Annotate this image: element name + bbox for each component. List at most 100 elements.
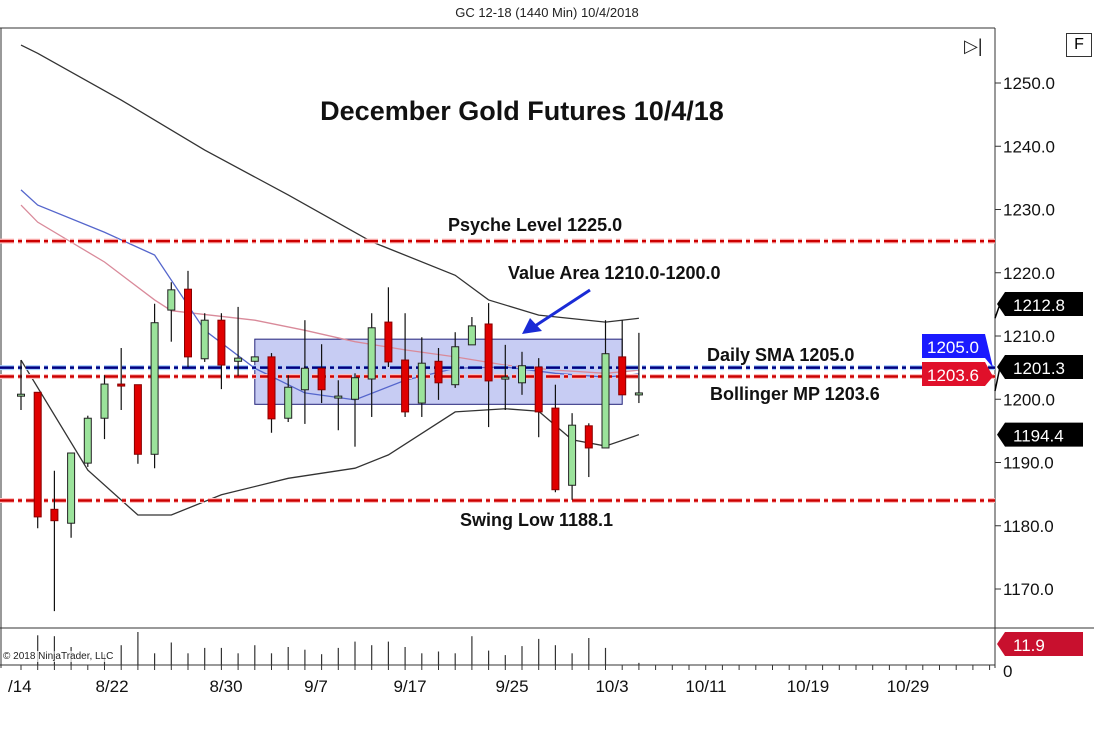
price-tag: 1194.4 bbox=[1013, 427, 1064, 446]
candle bbox=[484, 303, 493, 428]
candle-body bbox=[551, 407, 560, 491]
candle bbox=[217, 313, 226, 390]
candle-body bbox=[267, 356, 276, 420]
y-tick-label: 1250.0 bbox=[1003, 74, 1055, 93]
candle-body bbox=[300, 367, 309, 391]
y-tick-label: 1170.0 bbox=[1003, 580, 1054, 599]
psyche-level-label: Psyche Level 1225.0 bbox=[448, 215, 622, 235]
candle-body bbox=[367, 327, 376, 380]
candle bbox=[150, 303, 159, 469]
candle bbox=[167, 282, 176, 342]
volume-zero-label: 0 bbox=[1003, 662, 1012, 681]
candle bbox=[367, 313, 376, 417]
candle-body bbox=[250, 356, 259, 362]
candle-body bbox=[401, 359, 410, 413]
skip-forward-icon[interactable]: ▷| bbox=[964, 36, 983, 56]
candle-body bbox=[568, 424, 577, 486]
y-tick-label: 1210.0 bbox=[1003, 327, 1055, 346]
arrow-head-icon bbox=[522, 318, 542, 334]
candle-body bbox=[50, 508, 59, 522]
candle-body bbox=[334, 395, 343, 399]
swing-low-label: Swing Low 1188.1 bbox=[460, 510, 613, 530]
candle bbox=[17, 360, 25, 411]
candle bbox=[417, 337, 426, 417]
candle-body bbox=[67, 452, 76, 524]
candle-body bbox=[100, 383, 109, 419]
candle-body bbox=[33, 391, 42, 518]
candle bbox=[50, 470, 59, 612]
candle bbox=[267, 353, 276, 433]
candle bbox=[518, 351, 526, 395]
bollinger-mp-label: Bollinger MP 1203.6 bbox=[710, 384, 880, 404]
candle bbox=[250, 356, 259, 362]
price-tag-leader bbox=[994, 366, 1001, 392]
y-tick-label: 1200.0 bbox=[1003, 390, 1055, 409]
y-tick-label: 1180.0 bbox=[1003, 517, 1054, 536]
candle-body bbox=[217, 319, 226, 366]
candle bbox=[67, 452, 76, 538]
candle-body bbox=[467, 325, 476, 346]
candle bbox=[401, 313, 410, 417]
candle bbox=[184, 270, 192, 367]
price-tag-bg bbox=[997, 422, 1083, 447]
candle bbox=[117, 348, 126, 411]
copyright-text: © 2018 NinjaTrader, LLC bbox=[3, 651, 114, 662]
candle-body bbox=[618, 356, 627, 396]
lower-bollinger-band bbox=[20, 359, 640, 516]
candle-body bbox=[501, 376, 510, 380]
candle bbox=[33, 391, 42, 529]
candle-body bbox=[83, 417, 92, 464]
candle-body bbox=[518, 365, 526, 384]
candle bbox=[467, 317, 476, 346]
candle bbox=[601, 320, 610, 449]
candle-body bbox=[184, 288, 192, 358]
price-tag: 1203.6 bbox=[927, 366, 979, 385]
candle bbox=[384, 287, 393, 367]
candle bbox=[434, 348, 443, 400]
volume-tag: 11.9 bbox=[1013, 636, 1045, 655]
x-tick-label: /14 bbox=[8, 677, 32, 696]
candle-body bbox=[417, 362, 426, 404]
candle bbox=[501, 344, 510, 411]
x-tick-label: 8/30 bbox=[209, 677, 242, 696]
candle bbox=[200, 313, 209, 362]
candle-body bbox=[451, 346, 460, 386]
candle-body bbox=[351, 377, 359, 400]
candle bbox=[534, 358, 543, 438]
candle bbox=[584, 423, 593, 478]
candle bbox=[334, 380, 343, 431]
x-tick-label: 9/25 bbox=[495, 677, 528, 696]
candle-body bbox=[317, 367, 326, 391]
candle-body bbox=[133, 384, 142, 455]
candle-body bbox=[601, 353, 610, 449]
y-tick-label: 1230.0 bbox=[1003, 201, 1055, 220]
chart-header: GC 12-18 (1440 Min) 10/4/2018 bbox=[455, 5, 639, 20]
chart-title: December Gold Futures 10/4/18 bbox=[320, 96, 724, 126]
candle-body bbox=[234, 357, 243, 362]
candle-body bbox=[384, 321, 393, 363]
price-tag: 1201.3 bbox=[1013, 359, 1065, 378]
price-tag-bg bbox=[997, 355, 1083, 379]
candle bbox=[300, 320, 309, 424]
x-tick-label: 10/3 bbox=[595, 677, 628, 696]
price-tag: 1205.0 bbox=[927, 338, 979, 357]
candle-body bbox=[167, 289, 176, 311]
x-tick-label: 8/22 bbox=[95, 677, 128, 696]
candle bbox=[133, 384, 142, 464]
f-button[interactable]: F bbox=[1066, 33, 1092, 57]
x-tick-label: 10/19 bbox=[787, 677, 830, 696]
x-tick-label: 9/7 bbox=[304, 677, 328, 696]
price-tag: 1212.8 bbox=[1013, 296, 1065, 315]
candle bbox=[100, 375, 109, 440]
candle-body bbox=[434, 360, 443, 384]
candle bbox=[551, 384, 560, 493]
daily-sma-label: Daily SMA 1205.0 bbox=[707, 345, 854, 365]
candle bbox=[634, 332, 643, 404]
volume-tag-bg bbox=[997, 632, 1083, 656]
value-area-label: Value Area 1210.0-1200.0 bbox=[508, 263, 721, 283]
price-tag-bg bbox=[997, 292, 1083, 316]
price-tag-bg bbox=[922, 334, 993, 368]
candle bbox=[618, 320, 627, 396]
